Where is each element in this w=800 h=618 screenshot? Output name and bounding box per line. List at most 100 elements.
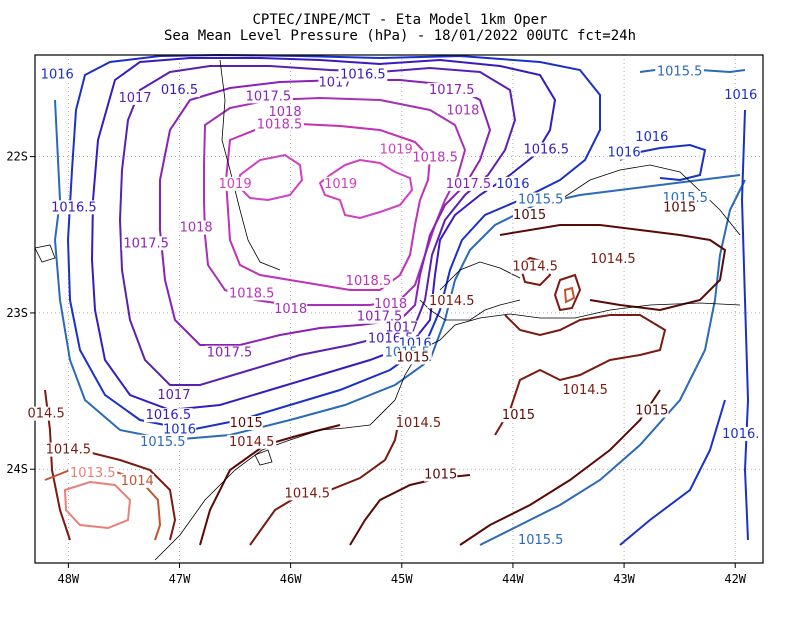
isobar-1015-south <box>459 389 661 546</box>
isobar-label-bg <box>496 176 530 191</box>
isobar-label: 1015.5 <box>518 192 564 207</box>
isobar-label-bg <box>49 200 99 215</box>
lat-tick-label: 23S <box>6 306 28 320</box>
isobar-label: 1015 <box>663 200 696 215</box>
isobar-label-bg <box>344 273 393 288</box>
lon-tick-label: 48W <box>57 572 79 586</box>
isobar-label-bg <box>427 83 477 98</box>
isobar-label-bg <box>158 83 200 98</box>
isobar-label-bg <box>427 294 477 309</box>
isobar-label: 1016 <box>163 422 196 437</box>
isobar-label-bg <box>607 145 641 160</box>
isobar-label-bg <box>560 383 610 398</box>
isobar-label-bg <box>218 176 252 191</box>
isobar-1016-east <box>740 109 750 541</box>
isobar-label: 1014.5 <box>46 443 92 458</box>
isobar-label: 1016 <box>41 67 74 82</box>
isobar-label-bg <box>720 426 762 441</box>
isobar-label-bg <box>635 403 669 418</box>
isobar-label-bg <box>255 117 304 132</box>
isobar-label-bg <box>635 129 669 144</box>
isobar-label: 1015 <box>502 408 535 423</box>
lon-tick-label: 47W <box>169 572 191 586</box>
isobar-label-bg <box>205 345 254 360</box>
isobar-label: 1017.5 <box>123 236 169 251</box>
page-title: CPTEC/INPE/MCT - Eta Model 1km Oper Sea … <box>0 12 800 44</box>
isobar-label-bg <box>446 103 480 118</box>
isobar-1016-ne <box>619 143 707 182</box>
isobar-label-bg <box>424 467 458 482</box>
isobar-1014-5-small <box>518 256 552 287</box>
isobar-label: 1014.5 <box>590 252 636 267</box>
isobar-1014-5-ring <box>553 273 582 312</box>
isobar-label-bg <box>510 259 560 274</box>
isobar-label: 1015.5 <box>140 435 186 450</box>
isobar-label: 1016 <box>496 177 529 192</box>
latitude-axis: 22S 23S 24S <box>6 150 35 476</box>
isobar-1014-5-center <box>494 314 667 436</box>
isobar-label: 1015 <box>635 404 668 419</box>
isobar-label: 1015 <box>396 350 429 365</box>
isobar-1015-5 <box>53 99 741 442</box>
isobar-label: 1015 <box>513 208 546 223</box>
coastline <box>34 59 741 561</box>
isobar-1016 <box>66 53 601 432</box>
isobar-1019-west <box>239 153 304 202</box>
isobar-label: 1019 <box>219 177 252 192</box>
isobar-label: 1016.5 <box>524 142 570 157</box>
isobar-1014-small <box>563 286 576 304</box>
isobar-label: 1018.5 <box>346 274 392 289</box>
isobar-label-bg <box>724 87 758 102</box>
isobar-label: 1016 <box>608 146 641 161</box>
lon-tick-label: 46W <box>280 572 302 586</box>
isobar-label: 1018 <box>446 103 479 118</box>
isobar-label-bg <box>444 176 493 191</box>
isobar-label-bg <box>521 142 571 157</box>
isobar-label-bg <box>227 286 277 301</box>
state-border-2 <box>439 261 521 291</box>
isobar-label-bg <box>179 220 213 235</box>
isobar-1018 <box>203 96 467 306</box>
isobar-label-bg <box>655 64 705 79</box>
isobar-label-bg <box>274 301 308 316</box>
isobar-label: 1014 <box>121 474 154 489</box>
isobar-lines <box>44 53 750 546</box>
isobar-label: 1018.5 <box>257 117 303 132</box>
longitude-axis: 48W 47W 46W 45W 44W 43W 42W <box>57 563 747 586</box>
isobar-label: 1017 <box>157 388 190 403</box>
isobar-label-bg <box>588 251 638 266</box>
isobar-label-bg <box>118 90 152 105</box>
isobar-label: 1016 <box>635 130 668 145</box>
island-2 <box>34 244 56 263</box>
isobar-label: 1014.5 <box>562 383 608 398</box>
isobar-1015-sw <box>349 474 471 546</box>
isobar-label-bg <box>43 442 93 457</box>
lat-tick-label: 22S <box>6 150 28 164</box>
isobar-label-bg <box>157 387 191 402</box>
lon-tick-label: 42W <box>724 572 746 586</box>
isobar-1013-5 <box>63 480 132 530</box>
isobar-label: 1017.5 <box>429 83 475 98</box>
coastline-bay <box>419 299 521 321</box>
isobar-label: 1017 <box>118 91 151 106</box>
isobar-1016-5 <box>90 57 557 412</box>
isobar-label-bg <box>120 473 154 488</box>
isobar-label-bg <box>516 192 566 207</box>
isobar-label-bg <box>379 142 413 157</box>
isobar-label-bg <box>374 297 408 312</box>
isobar-label: 1017.5 <box>446 177 492 192</box>
isobar-label: 1016 <box>724 88 757 103</box>
isobar-label-bg <box>663 200 697 215</box>
isobar-label-bg <box>338 67 388 82</box>
isobar-label: 1014.5 <box>512 260 558 275</box>
isobar-label: 1016. <box>722 427 759 442</box>
isobar-1015-5-east <box>479 179 746 546</box>
isobar-label: 1015.5 <box>657 64 703 79</box>
isobar-label: 1015 <box>230 416 263 431</box>
isobar-label-bg <box>68 466 118 481</box>
title-line-1: CPTEC/INPE/MCT - Eta Model 1km Oper <box>252 12 548 28</box>
isobar-label-bg <box>143 408 193 423</box>
isobar-label-bg <box>138 434 188 449</box>
